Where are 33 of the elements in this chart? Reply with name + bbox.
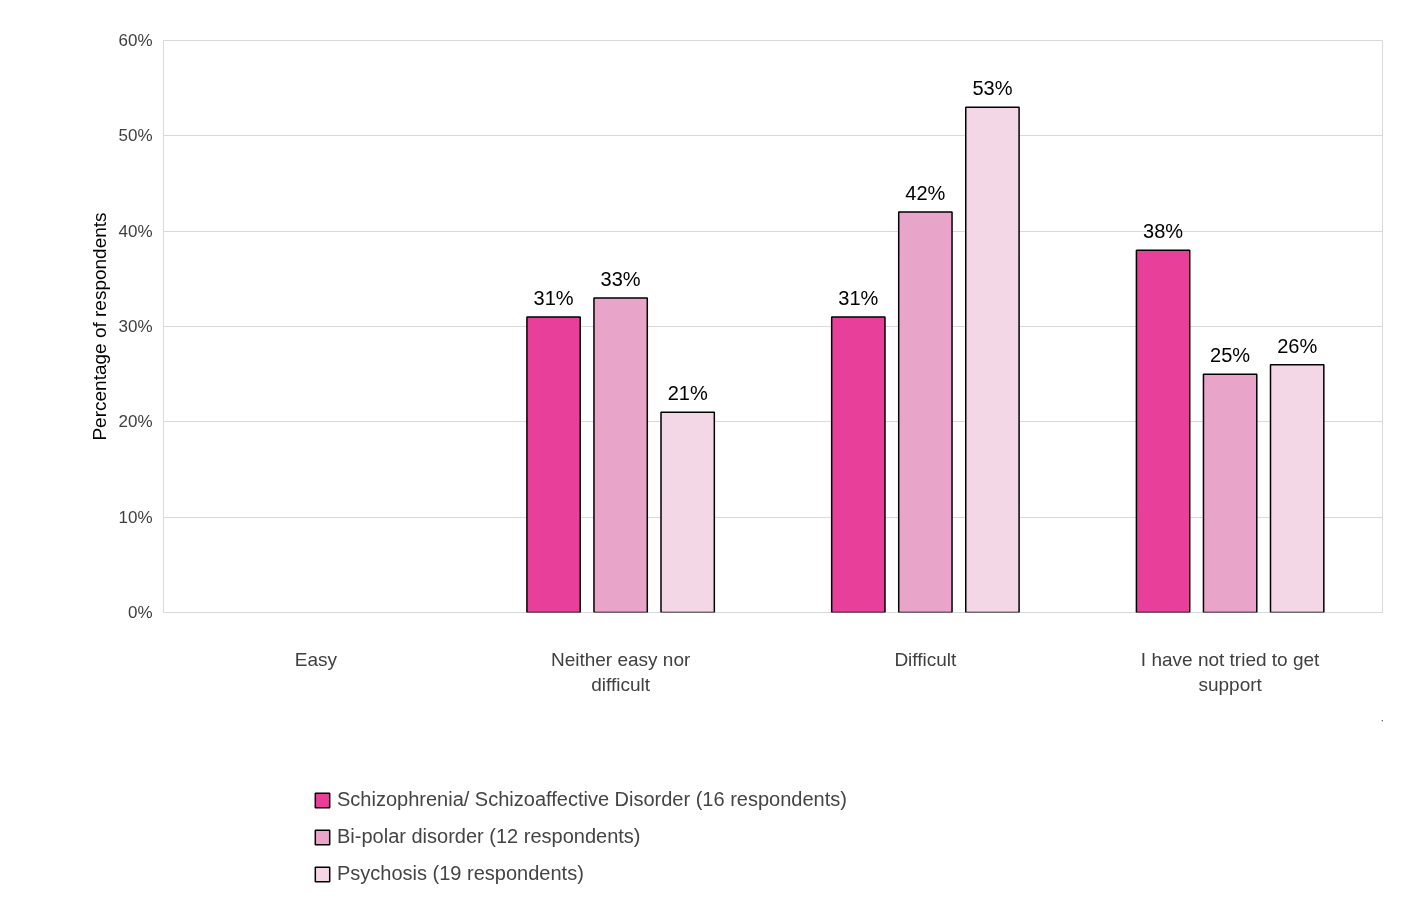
y-tick-label: 30% (118, 317, 153, 336)
y-tick-label: 20% (118, 412, 153, 432)
y-tick-label: 40% (118, 221, 153, 241)
data-label: 42% (905, 182, 946, 205)
legend-label: Bi-polar disorder (12 respondents) (337, 825, 641, 848)
x-tick-label: Difficult (894, 648, 958, 670)
bar (1135, 249, 1191, 613)
data-label: 31% (838, 286, 879, 309)
y-axis-title: Percentage of respondents (89, 212, 111, 441)
x-tick-label: I have not tried to get support (1140, 648, 1321, 695)
bar (897, 211, 953, 613)
bar (830, 316, 886, 613)
data-label: 25% (1210, 344, 1251, 367)
bar (1269, 363, 1325, 613)
data-label: 38% (1143, 220, 1184, 243)
legend-label: Schizophrenia/ Schizoaffective Disorder (16 respondents) (337, 788, 847, 811)
bar (593, 297, 649, 613)
y-tick-label: 0% (127, 603, 153, 622)
y-tick-label: 50% (118, 126, 153, 146)
bar (1202, 373, 1258, 613)
data-label: 31% (533, 286, 574, 309)
bar (526, 316, 581, 613)
x-tick-label: Neither easy nor difficult (550, 648, 691, 695)
data-label: 53% (972, 77, 1013, 100)
bar (965, 106, 1020, 613)
y-tick-label: 10% (118, 507, 153, 527)
y-tick-label: 60% (118, 31, 153, 50)
data-label: 33% (600, 267, 641, 290)
bar (660, 411, 716, 613)
x-tick-label: Easy (294, 648, 338, 670)
data-label: 21% (667, 382, 708, 405)
data-label: 26% (1277, 334, 1318, 357)
legend-label: Psychosis (19 respondents) (337, 862, 584, 885)
